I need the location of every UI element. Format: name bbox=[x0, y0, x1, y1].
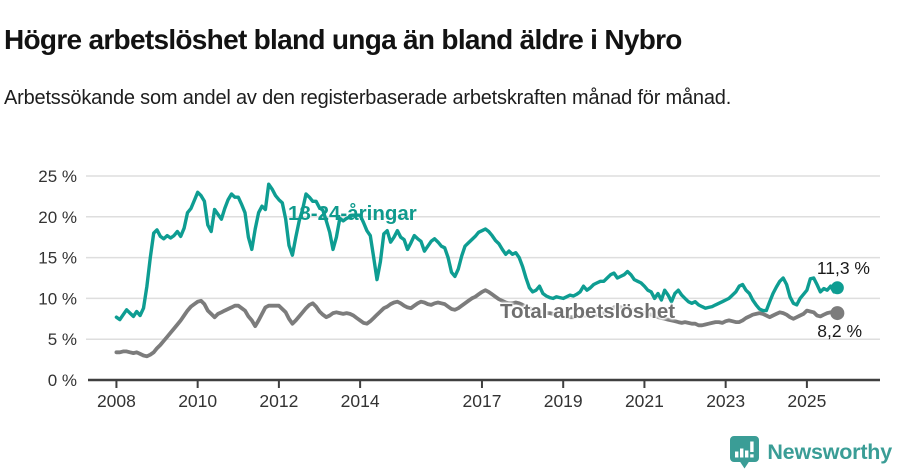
chart-subtitle: Arbetssökande som andel av den registerb… bbox=[4, 87, 732, 109]
newsworthy-wordmark: Newsworthy bbox=[767, 439, 892, 464]
svg-text:2017: 2017 bbox=[463, 391, 502, 411]
svg-text:2021: 2021 bbox=[625, 391, 664, 411]
svg-text:5 %: 5 % bbox=[48, 330, 77, 349]
svg-text:2025: 2025 bbox=[787, 391, 826, 411]
svg-text:25 %: 25 % bbox=[38, 167, 77, 186]
svg-text:2019: 2019 bbox=[544, 391, 583, 411]
svg-text:10 %: 10 % bbox=[38, 289, 77, 308]
end-value-young: 11,3 % bbox=[816, 258, 870, 278]
svg-text:2008: 2008 bbox=[97, 391, 136, 411]
newsworthy-logo-icon bbox=[730, 436, 760, 469]
svg-text:2012: 2012 bbox=[259, 391, 298, 411]
svg-text:2010: 2010 bbox=[178, 391, 217, 411]
end-value-total: 8,2 % bbox=[817, 321, 862, 341]
newsworthy-brand: Newsworthy bbox=[729, 435, 892, 469]
svg-text:15 %: 15 % bbox=[38, 249, 77, 268]
svg-text:20 %: 20 % bbox=[38, 208, 77, 227]
svg-text:0 %: 0 % bbox=[48, 371, 77, 390]
svg-text:2014: 2014 bbox=[341, 391, 380, 411]
series-label-total: Total arbetslöshet bbox=[500, 300, 676, 323]
series-label-young: 18-24-åringar bbox=[288, 202, 417, 225]
page-title: Högre arbetslöshet bland unga än bland ä… bbox=[4, 23, 682, 55]
svg-text:2023: 2023 bbox=[706, 391, 745, 411]
